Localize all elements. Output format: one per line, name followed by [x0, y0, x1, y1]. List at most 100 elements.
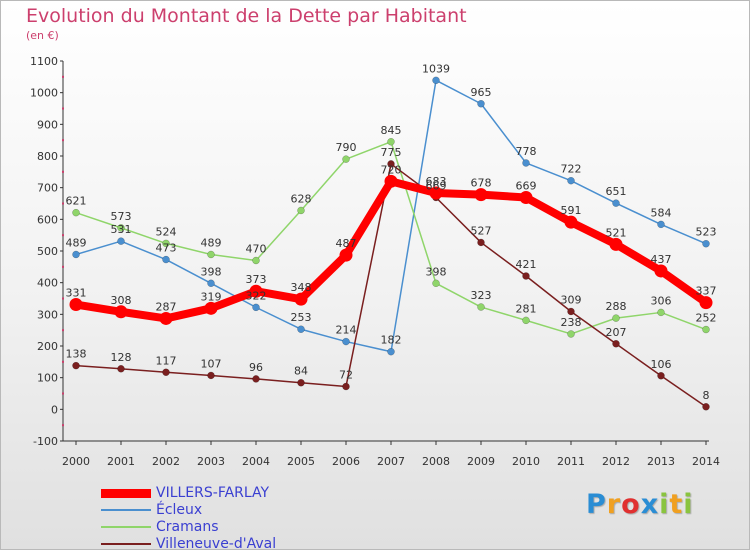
series-point-0: [384, 174, 398, 188]
data-label: 288: [606, 300, 627, 313]
series-point-2: [612, 314, 620, 322]
data-label: 722: [561, 163, 582, 176]
series-point-0: [69, 298, 83, 312]
legend-item: Écleux: [101, 502, 202, 518]
series-point-3: [162, 368, 170, 377]
y-tick-label: 800: [37, 150, 58, 163]
series-point-1: [342, 337, 350, 346]
series-point-3: [342, 382, 350, 391]
y-tick-label: 900: [37, 118, 58, 131]
y-minor-tick: [62, 139, 64, 142]
x-tick-label: 2006: [332, 455, 360, 468]
proxiti-logo: Proxiti: [586, 489, 694, 520]
legend-label: VILLERS-FARLAY: [156, 485, 270, 501]
series-point-0: [249, 284, 263, 298]
series-point-0: [339, 248, 353, 262]
legend-item: Villeneuve-d'Aval: [101, 536, 276, 552]
data-label: 965: [471, 86, 492, 99]
data-label: 287: [156, 300, 177, 313]
data-label: 523: [696, 226, 717, 239]
data-label: 683: [426, 175, 447, 188]
series-point-0: [159, 311, 173, 325]
y-tick-label: 500: [37, 245, 58, 258]
legend-label: Écleux: [156, 502, 203, 518]
y-tick-label: 300: [37, 308, 58, 321]
data-label: 84: [294, 365, 308, 378]
series-point-0: [474, 188, 488, 202]
y-minor-tick: [62, 360, 64, 363]
y-tick-label: -100: [33, 435, 58, 448]
logo-letter: P: [586, 489, 607, 520]
y-minor-tick: [62, 329, 64, 332]
legend-swatch: [101, 543, 151, 545]
series-point-0: [654, 264, 668, 278]
data-label: 531: [111, 223, 132, 236]
series-point-2: [207, 250, 215, 259]
data-label: 308: [111, 294, 132, 307]
x-tick-label: 2007: [377, 455, 405, 468]
series-point-2: [297, 206, 305, 215]
series-point-1: [387, 347, 395, 356]
data-label: 489: [66, 236, 87, 249]
legend-swatch: [101, 509, 151, 511]
data-label: 348: [291, 281, 312, 294]
series-point-3: [657, 372, 665, 380]
data-label: 669: [516, 179, 537, 192]
y-minor-tick: [62, 392, 64, 395]
series-point-1: [567, 176, 575, 185]
series-point-3: [567, 307, 575, 316]
data-label: 238: [561, 316, 582, 329]
data-label: 281: [516, 302, 537, 315]
series-point-3: [477, 238, 485, 247]
y-tick-label: 1100: [30, 55, 58, 68]
series-point-3: [117, 365, 125, 373]
data-label: 322: [246, 289, 267, 302]
data-label: 489: [201, 236, 222, 249]
data-label: 214: [336, 324, 357, 337]
data-label: 323: [471, 289, 492, 302]
series-point-2: [567, 330, 575, 338]
data-label: 573: [111, 210, 132, 223]
data-label: 337: [696, 285, 717, 298]
series-point-1: [432, 76, 440, 85]
data-label: 591: [561, 204, 582, 217]
logo-letter: i: [683, 489, 694, 520]
series-point-0: [429, 186, 443, 200]
legend-label: Villeneuve-d'Aval: [156, 536, 277, 552]
y-minor-tick: [62, 75, 64, 78]
data-label: 1039: [422, 62, 450, 75]
x-tick-label: 2003: [197, 455, 225, 468]
data-label: 373: [246, 273, 267, 286]
logo-letter: r: [606, 489, 622, 520]
data-label: 252: [696, 312, 717, 325]
data-label: 651: [606, 185, 627, 198]
x-tick-label: 2008: [422, 455, 450, 468]
y-tick-label: 1000: [30, 87, 58, 100]
series-point-2: [522, 316, 530, 325]
series-point-3: [72, 361, 80, 370]
y-minor-tick: [62, 202, 64, 205]
logo-letter: i: [659, 489, 670, 520]
data-label: 306: [651, 294, 672, 307]
data-label: 138: [66, 348, 87, 361]
series-point-3: [387, 160, 395, 168]
y-tick-label: 600: [37, 213, 58, 226]
series-point-0: [609, 237, 623, 251]
logo-letter: t: [669, 489, 684, 520]
series-point-0: [114, 305, 128, 319]
y-minor-tick: [62, 297, 64, 300]
x-tick-label: 2012: [602, 455, 630, 468]
x-tick-label: 2001: [107, 455, 135, 468]
x-tick-label: 2010: [512, 455, 540, 468]
series-point-1: [207, 279, 215, 288]
series-point-2: [657, 308, 665, 317]
logo-letter: o: [621, 489, 641, 520]
y-tick-label: 100: [37, 372, 58, 385]
y-tick-label: 400: [37, 277, 58, 290]
data-label: 319: [201, 290, 222, 303]
data-label: 584: [651, 206, 672, 219]
data-label: 720: [381, 163, 402, 176]
legend-swatch: [101, 488, 151, 498]
data-label: 845: [381, 124, 402, 137]
data-label: 207: [606, 326, 627, 339]
